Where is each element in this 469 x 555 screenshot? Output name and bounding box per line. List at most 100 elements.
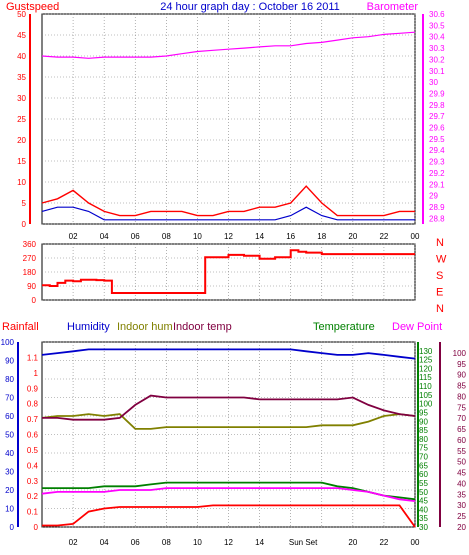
p3-x-tick-label: 20 — [348, 538, 357, 547]
compass-label: N — [436, 237, 444, 249]
dew-point-y-tick-label: 60 — [457, 436, 466, 445]
humidity-y-tick-label: 80 — [5, 375, 14, 384]
humidity-y-tick-label: 70 — [5, 394, 14, 403]
temperature-y-tick-label: 130 — [419, 347, 433, 356]
p3-x-tick-label: 10 — [193, 538, 202, 547]
gust-y-tick-label: 10 — [17, 178, 26, 187]
gustspeed-axis-title: Gustspeed — [6, 1, 59, 13]
humidity-y-tick-label: 40 — [5, 449, 14, 458]
compass-label: S — [436, 270, 443, 282]
rainfall-y-tick-label: 0.7 — [27, 415, 39, 424]
direction-y-tick-label: 0 — [32, 296, 37, 305]
p3-x-tick-label: 08 — [162, 538, 171, 547]
gust-y-tick-label: 45 — [17, 31, 26, 40]
temperature-y-tick-label: 40 — [419, 505, 428, 514]
temperature-y-tick-label: 30 — [419, 523, 428, 532]
barometer-y-tick-label: 30 — [429, 78, 438, 87]
humidity-y-tick-label: 10 — [5, 505, 14, 514]
p1-x-tick-label: 18 — [317, 232, 326, 241]
dew-point-y-tick-label: 55 — [457, 447, 466, 456]
series-gustspeed-line — [41, 185, 415, 217]
dew-point-y-tick-label: 30 — [457, 501, 466, 510]
barometer-y-tick-label: 29.3 — [429, 158, 445, 167]
dew-point-y-tick-label: 95 — [457, 360, 466, 369]
temperature-y-tick-label: 85 — [419, 426, 428, 435]
barometer-y-tick-label: 30.3 — [429, 44, 445, 53]
barometer-y-tick-label: 29.9 — [429, 89, 445, 98]
barometer-y-tick-label: 28.9 — [429, 203, 445, 212]
gust-y-tick-label: 35 — [17, 73, 26, 82]
series-wind-line — [41, 206, 415, 221]
humidity-y-tick-label: 100 — [1, 338, 15, 347]
temperature-y-tick-label: 45 — [419, 497, 428, 506]
barometer-y-tick-label: 29.8 — [429, 101, 445, 110]
series-indoor-hum-line — [41, 413, 416, 430]
rainfall-y-tick-label: 1.1 — [27, 353, 39, 362]
p1-x-tick-label: 12 — [224, 232, 233, 241]
temperature-y-tick-label: 125 — [419, 356, 433, 365]
direction-y-tick-label: 270 — [23, 254, 37, 263]
humidity-y-tick-label: 90 — [5, 357, 14, 366]
temperature-y-tick-label: 115 — [419, 373, 432, 382]
p1-x-tick-label: 02 — [69, 232, 78, 241]
temperature-y-tick-label: 70 — [419, 453, 428, 462]
gust-y-tick-label: 15 — [17, 157, 26, 166]
rainfall-y-tick-label: 0 — [34, 523, 39, 532]
p3-x-tick-label: 14 — [255, 538, 264, 547]
rainfall-y-tick-label: 0.8 — [27, 400, 39, 409]
compass-label: N — [436, 303, 444, 315]
dew-point-y-tick-label: 40 — [457, 479, 466, 488]
dew-point-y-tick-label: 45 — [457, 469, 466, 478]
p3-x-tick-label: 06 — [131, 538, 140, 547]
temperature-y-tick-label: 105 — [419, 391, 433, 400]
humidity-y-tick-label: 0 — [10, 523, 15, 532]
temperature-y-tick-label: 75 — [419, 444, 428, 453]
series-indoor-temp-line — [42, 394, 416, 421]
gust-y-tick-label: 0 — [22, 220, 27, 229]
dew-point-y-tick-label: 80 — [457, 392, 466, 401]
rainfall-y-tick-label: 0.4 — [27, 461, 39, 470]
humidity-y-tick-label: 60 — [5, 412, 14, 421]
rainfall-y-tick-label: 1 — [34, 369, 39, 378]
barometer-y-tick-label: 28.8 — [429, 214, 445, 223]
dew-point-y-tick-label: 100 — [453, 349, 467, 358]
p3-x-tick-label: 02 — [69, 538, 78, 547]
p3-x-tick-label: 00 — [411, 538, 420, 547]
chart-title: 24 hour graph day : October 16 2011 — [160, 1, 340, 13]
gust-y-tick-label: 5 — [22, 199, 27, 208]
gust-y-tick-label: 20 — [17, 136, 26, 145]
barometer-y-tick-label: 29.7 — [429, 112, 445, 121]
barometer-axis-title: Barometer — [367, 1, 419, 13]
rainfall-y-tick-label: 0.6 — [27, 431, 39, 440]
rainfall-header: Rainfall — [2, 321, 39, 333]
p3-x-tick-label: 12 — [224, 538, 233, 547]
rainfall-y-tick-label: 0.1 — [27, 508, 39, 517]
rainfall-y-tick-label: 0.3 — [27, 477, 39, 486]
barometer-y-tick-label: 29.4 — [429, 146, 445, 155]
p1-x-tick-label: 00 — [411, 232, 420, 241]
series-humidity-line — [41, 348, 416, 360]
indoor-temp-header: Indoor temp — [173, 321, 232, 333]
temperature-y-tick-label: 55 — [419, 479, 428, 488]
temperature-y-tick-label: 120 — [419, 364, 433, 373]
temperature-y-tick-label: 80 — [419, 435, 428, 444]
temperature-y-tick-label: 110 — [419, 382, 432, 391]
temperature-y-tick-label: 100 — [419, 400, 433, 409]
temperature-y-tick-label: 90 — [419, 417, 428, 426]
p1-x-tick-label: 14 — [255, 232, 264, 241]
barometer-y-tick-label: 30.4 — [429, 33, 445, 42]
p1-x-tick-label: 10 — [193, 232, 202, 241]
direction-y-tick-label: 180 — [23, 268, 37, 277]
dew-point-y-tick-label: 75 — [457, 403, 466, 412]
direction-y-tick-label: 90 — [27, 282, 36, 291]
barometer-y-tick-label: 29 — [429, 192, 438, 201]
p1-x-tick-label: 08 — [162, 232, 171, 241]
p1-x-tick-label: 04 — [100, 232, 109, 241]
barometer-y-tick-label: 29.2 — [429, 169, 445, 178]
compass-label: W — [436, 254, 447, 266]
temperature-y-tick-label: 35 — [419, 514, 428, 523]
